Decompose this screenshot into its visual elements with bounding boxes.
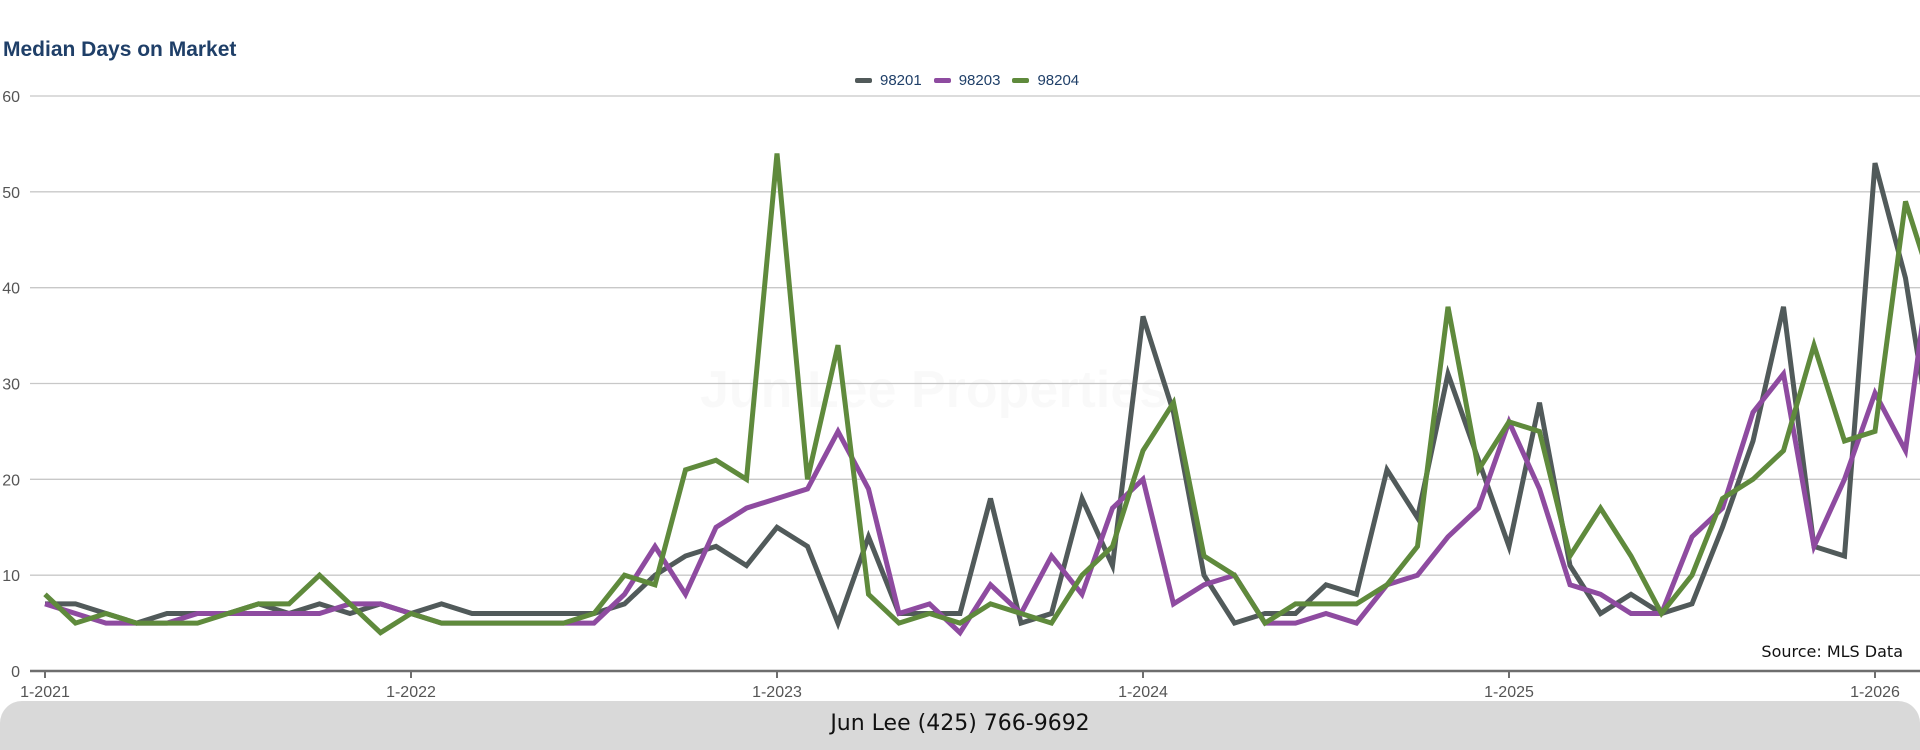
legend-label-98201: 98201 <box>880 71 922 89</box>
legend: 98201 98203 98204 <box>855 70 1079 90</box>
y-tick-label: 0 <box>11 664 20 681</box>
legend-item-98203[interactable]: 98203 <box>933 71 1001 89</box>
x-tick-label: 1-2022 <box>386 684 436 700</box>
series-line-98203 <box>44 322 1920 637</box>
x-tick-label: 1-2023 <box>752 684 802 700</box>
plot-area: 0 10 20 30 40 50 60 1-2021 1-2022 1-2023 1-2024 1-2… <box>2 89 1920 700</box>
series-line-98204 <box>43 153 1920 636</box>
footer-contact: Jun Lee (425) 766-9692 <box>830 711 1090 736</box>
footer-bar: Jun Lee (425) 766-9692 <box>0 701 1920 750</box>
legend-item-98204[interactable]: 98204 <box>1012 72 1079 89</box>
y-tick-label: 40 <box>2 281 20 298</box>
x-tick-label: 1-2025 <box>1484 684 1534 700</box>
legend-item-98201[interactable]: 98201 <box>855 72 922 89</box>
x-tick-label: 1-2026 <box>1850 684 1900 700</box>
legend-swatch-98203 <box>933 77 951 83</box>
y-tick-label: 50 <box>2 185 20 202</box>
source-note: Source: MLS Data <box>1761 642 1903 661</box>
chart-title: Median Days on Market <box>3 38 237 61</box>
legend-label-98203: 98203 <box>958 71 1001 89</box>
x-tick-label: 1-2021 <box>20 684 70 700</box>
legend-swatch-98201 <box>855 77 872 83</box>
y-tick-label: 30 <box>2 377 20 394</box>
series-line-98201 <box>45 162 1920 631</box>
y-tick-label: 20 <box>2 472 20 489</box>
x-tick-label: 1-2024 <box>1118 684 1168 700</box>
y-tick-label: 10 <box>2 568 20 585</box>
y-tick-label: 60 <box>2 89 20 106</box>
legend-label-98204: 98204 <box>1037 71 1080 89</box>
legend-swatch-98204 <box>1012 77 1030 83</box>
